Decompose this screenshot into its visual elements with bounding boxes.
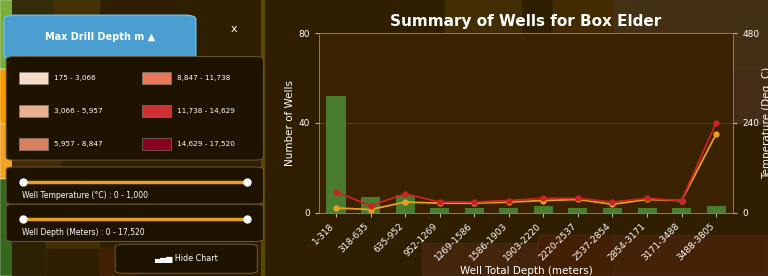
Text: 3,066 - 5,957: 3,066 - 5,957: [54, 108, 102, 114]
FancyBboxPatch shape: [6, 57, 263, 160]
Bar: [553, 0, 630, 55]
Title: Summary of Wells for Box Elder: Summary of Wells for Box Elder: [390, 14, 662, 29]
Y-axis label: Number of Wells: Number of Wells: [286, 80, 296, 166]
Bar: [19, 72, 48, 84]
Text: 8,847 - 11,738: 8,847 - 11,738: [177, 75, 230, 81]
Text: ▄▅▆ Hide Chart: ▄▅▆ Hide Chart: [154, 254, 218, 263]
Bar: [19, 105, 48, 117]
Bar: [326, 96, 346, 213]
Bar: [534, 206, 553, 213]
Bar: [445, 0, 522, 50]
FancyBboxPatch shape: [6, 167, 263, 204]
Bar: [142, 72, 171, 84]
Bar: [142, 138, 171, 150]
Bar: [0, 124, 61, 179]
X-axis label: Well Total Depth (meters): Well Total Depth (meters): [460, 266, 592, 275]
Text: x: x: [231, 24, 237, 34]
Text: Well Depth (Meters) : 0 - 17,520: Well Depth (Meters) : 0 - 17,520: [22, 228, 144, 237]
Bar: [637, 208, 657, 213]
Text: 5,957 - 8,847: 5,957 - 8,847: [54, 141, 102, 147]
Text: Max Drill Depth m ▲: Max Drill Depth m ▲: [45, 32, 155, 42]
Bar: [614, 235, 768, 276]
Bar: [614, 0, 768, 69]
Bar: [568, 208, 588, 213]
Bar: [46, 179, 100, 248]
Bar: [707, 206, 726, 213]
Bar: [672, 208, 691, 213]
FancyBboxPatch shape: [6, 204, 263, 242]
Bar: [603, 208, 622, 213]
Bar: [142, 105, 171, 117]
FancyBboxPatch shape: [115, 244, 257, 273]
Text: 175 - 3,066: 175 - 3,066: [54, 75, 95, 81]
Bar: [361, 197, 380, 213]
Bar: [100, 248, 138, 276]
Bar: [676, 69, 768, 124]
FancyBboxPatch shape: [4, 15, 196, 59]
Bar: [422, 243, 538, 276]
Bar: [0, 179, 46, 276]
Bar: [465, 208, 484, 213]
Bar: [265, 0, 768, 276]
Bar: [538, 235, 614, 276]
Bar: [19, 138, 48, 150]
Text: Well Temperature (°C) : 0 - 1,000: Well Temperature (°C) : 0 - 1,000: [22, 191, 147, 200]
Bar: [54, 0, 100, 50]
Text: 14,629 - 17,520: 14,629 - 17,520: [177, 141, 234, 147]
Bar: [12, 0, 261, 276]
Y-axis label: Temperature (Deg. C): Temperature (Deg. C): [763, 67, 768, 179]
Bar: [0, 69, 38, 124]
Bar: [499, 50, 591, 77]
Bar: [430, 208, 449, 213]
Bar: [38, 50, 84, 110]
Bar: [77, 50, 115, 77]
Text: 11,738 - 14,629: 11,738 - 14,629: [177, 108, 234, 114]
Bar: [0, 0, 54, 69]
Bar: [396, 195, 415, 213]
Bar: [499, 208, 518, 213]
